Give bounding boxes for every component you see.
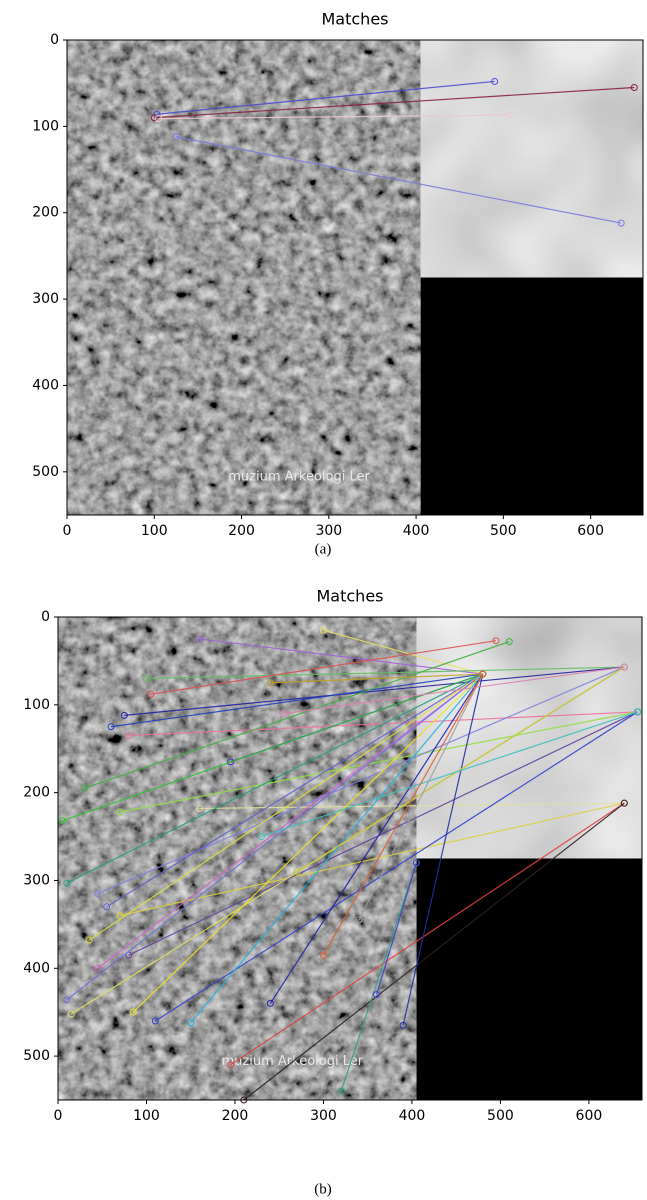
x-tick-label: 100 — [141, 523, 168, 539]
y-tick-label: 300 — [23, 872, 50, 888]
x-tick-label: 500 — [487, 1108, 514, 1124]
x-tick-label: 400 — [399, 1108, 426, 1124]
x-tick-label: 0 — [63, 523, 72, 539]
x-tick-label: 200 — [222, 1108, 249, 1124]
x-tick-label: 400 — [403, 523, 430, 539]
y-tick-label: 400 — [23, 960, 50, 976]
x-tick-label: 300 — [310, 1108, 337, 1124]
y-tick-label: 500 — [23, 1048, 50, 1064]
y-tick-label: 200 — [32, 205, 59, 221]
y-tick-label: 200 — [23, 785, 50, 801]
chart-title: Matches — [317, 587, 384, 606]
image-right — [421, 40, 643, 278]
image: muzium Arkeologi Ler — [58, 617, 642, 1100]
watermark: muzium Arkeologi Ler — [228, 470, 370, 485]
y-tick-label: 100 — [32, 118, 59, 134]
chart-title: Matches — [322, 10, 389, 29]
x-tick-label: 300 — [315, 523, 342, 539]
y-tick-label: 300 — [32, 291, 59, 307]
image-blank — [417, 859, 642, 1101]
image-left — [58, 617, 417, 1100]
y-tick-label: 0 — [50, 32, 59, 48]
page: muzium Arkeologi Ler 0 100 200 300 400 500 600 0… — [0, 0, 647, 1200]
x-tick-label: 0 — [54, 1108, 63, 1124]
image-left — [67, 40, 421, 515]
image: muzium Arkeologi Ler — [67, 40, 643, 515]
image-blank — [421, 278, 643, 516]
x-tick-label: 600 — [577, 523, 604, 539]
x-tick-label: 500 — [490, 523, 517, 539]
figure: muzium Arkeologi Ler 0 100 200 300 400 500 600 0… — [0, 0, 647, 1200]
x-tick-label: 200 — [228, 523, 255, 539]
y-tick-label: 500 — [32, 464, 59, 480]
y-tick-label: 400 — [32, 377, 59, 393]
y-tick-label: 100 — [23, 697, 50, 713]
caption: (b) — [314, 1181, 332, 1197]
x-tick-label: 600 — [576, 1108, 603, 1124]
y-tick-label: 0 — [41, 609, 50, 625]
caption: (a) — [315, 541, 332, 557]
x-tick-label: 100 — [133, 1108, 160, 1124]
